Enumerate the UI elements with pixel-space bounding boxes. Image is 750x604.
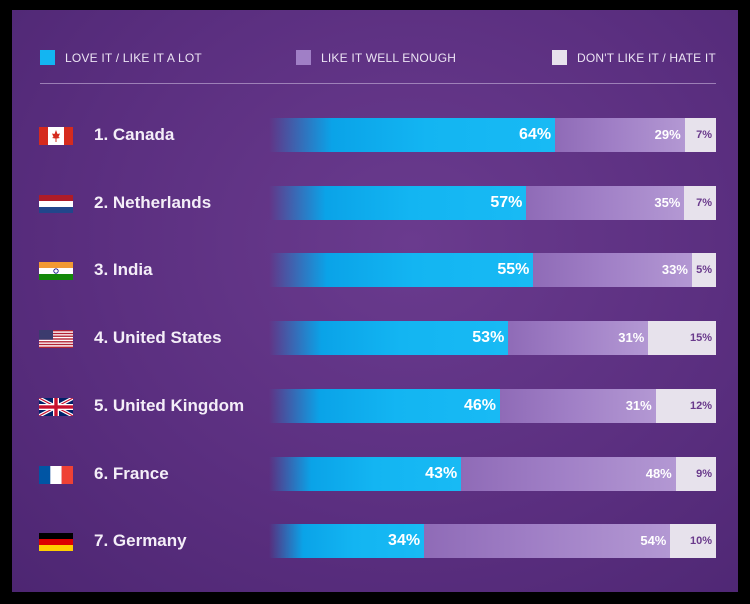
chart-panel: LOVE IT / LIKE IT A LOT LIKE IT WELL ENO… — [12, 10, 738, 592]
bar-segment-love: 34% — [269, 524, 425, 559]
chart-row: 1. Canada 64% 29% 7% — [12, 118, 738, 152]
bar-segment-love: 57% — [269, 185, 527, 220]
data-label-well: 33% — [661, 262, 688, 278]
data-label-hate: 7% — [696, 196, 712, 209]
data-label-love: 34% — [388, 532, 421, 550]
canada-flag-icon — [39, 127, 73, 145]
bar-segment-hate: 7% — [684, 185, 716, 220]
data-label-love: 43% — [425, 464, 458, 482]
legend: LOVE IT / LIKE IT A LOT LIKE IT WELL ENO… — [12, 50, 738, 70]
category-label: 6. France — [94, 463, 169, 483]
data-label-hate: 5% — [696, 264, 712, 277]
bar-segment-love: 53% — [269, 321, 509, 356]
bar-segment-well: 35% — [526, 185, 685, 220]
category-label: 4. United States — [94, 328, 222, 348]
legend-label-hate: DON'T LIKE IT / HATE IT — [577, 50, 716, 65]
data-label-well: 54% — [640, 533, 667, 549]
data-label-well: 48% — [645, 465, 672, 481]
bar-track: 46% 31% 12% — [269, 388, 716, 423]
chart-row: 5. United Kingdom 46% 31% 12% — [12, 388, 738, 423]
bar-segment-well: 29% — [555, 118, 685, 152]
bar-segment-hate: 12% — [655, 388, 716, 423]
bar-segment-love: 55% — [269, 253, 534, 288]
bar-segment-hate: 10% — [670, 524, 716, 559]
bar-track: 64% 29% 7% — [269, 118, 716, 152]
data-label-love: 53% — [472, 329, 505, 347]
bar-track: 34% 54% 10% — [269, 524, 716, 559]
legend-swatch-well — [296, 50, 311, 65]
bar-track: 57% 35% 7% — [269, 185, 716, 220]
legend-label-love: LOVE IT / LIKE IT A LOT — [65, 50, 202, 65]
data-label-love: 55% — [497, 261, 530, 279]
bar-track: 55% 33% 5% — [269, 253, 716, 288]
bar-segment-well: 33% — [533, 253, 692, 288]
bar-segment-well: 31% — [500, 388, 656, 423]
legend-swatch-love — [40, 50, 55, 65]
data-label-hate: 10% — [689, 535, 712, 548]
chart-row: 6. France 43% 48% 9% — [12, 456, 738, 491]
category-label: 1. Canada — [94, 125, 175, 144]
data-label-well: 35% — [654, 194, 681, 210]
legend-item-love: LOVE IT / LIKE IT A LOT — [40, 50, 202, 65]
bar-track: 43% 48% 9% — [269, 456, 716, 491]
data-label-love: 64% — [519, 126, 552, 143]
bar-segment-love: 43% — [269, 456, 462, 491]
bar-segment-well: 31% — [508, 321, 649, 356]
bar-segment-well: 48% — [461, 456, 676, 491]
legend-label-well: LIKE IT WELL ENOUGH — [321, 50, 457, 65]
data-label-hate: 7% — [696, 129, 712, 141]
netherlands-flag-icon — [39, 194, 73, 213]
legend-swatch-hate — [552, 50, 567, 65]
france-flag-icon — [39, 465, 73, 484]
legend-item-hate: DON'T LIKE IT / HATE IT — [552, 50, 716, 65]
category-label: 3. India — [94, 260, 153, 280]
data-label-hate: 9% — [696, 467, 712, 480]
chart-row: 3. India 55% 33% 5% — [12, 253, 738, 288]
bar-segment-love: 64% — [269, 118, 556, 152]
data-label-love: 46% — [464, 396, 497, 414]
data-label-well: 31% — [625, 397, 652, 413]
legend-item-well: LIKE IT WELL ENOUGH — [296, 50, 456, 65]
bar-segment-love: 46% — [269, 388, 501, 423]
bar-track: 53% 31% 15% — [269, 321, 716, 356]
chart-row: 7. Germany 34% 54% 10% — [12, 524, 738, 559]
legend-divider — [40, 83, 716, 84]
usa-flag-icon — [39, 330, 73, 349]
category-label: 5. United Kingdom — [94, 395, 245, 415]
bar-segment-hate: 9% — [675, 456, 716, 491]
bar-segment-hate: 5% — [691, 253, 716, 288]
chart-row: 2. Netherlands 57% 35% 7% — [12, 185, 738, 220]
category-label: 2. Netherlands — [94, 192, 212, 212]
india-flag-icon — [39, 262, 73, 281]
category-label: 7. Germany — [94, 531, 187, 551]
data-label-hate: 15% — [689, 332, 712, 345]
data-label-hate: 12% — [689, 399, 712, 412]
bar-segment-hate: 7% — [684, 118, 716, 152]
data-label-well: 29% — [654, 127, 681, 142]
data-label-well: 31% — [618, 330, 645, 346]
uk-flag-icon — [39, 397, 73, 416]
bar-segment-well: 54% — [424, 524, 671, 559]
chart-row: 4. United States 53% 31% 15% — [12, 321, 738, 356]
bar-segment-hate: 15% — [648, 321, 716, 356]
data-label-love: 57% — [490, 193, 523, 211]
germany-flag-icon — [39, 533, 73, 552]
